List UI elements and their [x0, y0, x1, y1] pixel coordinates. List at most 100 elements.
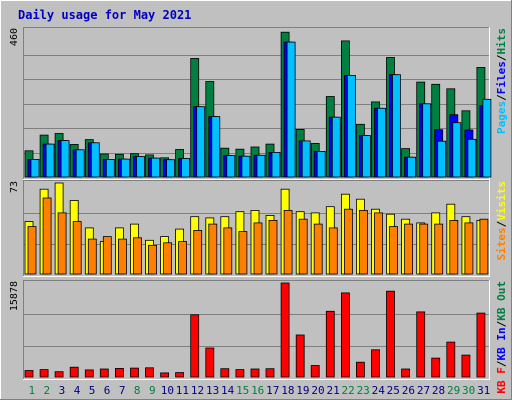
bar-kb-f-day-21 — [325, 310, 335, 378]
bar-kb-f-day-7 — [115, 367, 124, 378]
bar-kb-f-day-23 — [355, 361, 365, 378]
bar-sites-day-9 — [148, 244, 157, 275]
bar-sites-day-1 — [27, 226, 37, 275]
bar-sites-day-19 — [298, 218, 308, 275]
bar-pages-day-21 — [331, 116, 341, 178]
bar-pages-day-10 — [166, 159, 176, 178]
x-tick-label: 4 — [74, 384, 81, 397]
bar-pages-day-31 — [482, 98, 492, 178]
bar-kb-f-day-11 — [175, 372, 185, 378]
x-tick-label: 29 — [447, 384, 460, 397]
x-tick-label: 10 — [161, 384, 174, 397]
bar-sites-day-28 — [434, 223, 444, 275]
bar-kb-f-day-13 — [205, 347, 215, 378]
legend-entry: / — [495, 94, 508, 101]
bar-kb-f-day-3 — [54, 371, 64, 378]
bar-pages-day-22 — [346, 75, 356, 178]
x-tick-label: 5 — [89, 384, 96, 397]
x-tick-label: 27 — [417, 384, 430, 397]
x-tick-label: 17 — [266, 384, 279, 397]
y-max-label: 73 — [9, 181, 20, 193]
bar-pages-day-17 — [271, 151, 281, 178]
legend-entry: Files — [495, 61, 508, 94]
bar-sites-day-16 — [253, 222, 263, 275]
x-tick-label: 8 — [134, 384, 141, 397]
bar-pages-day-24 — [377, 107, 386, 178]
legend-entry: KB F — [495, 367, 508, 394]
bar-sites-day-21 — [328, 227, 338, 275]
bar-pages-day-20 — [316, 150, 326, 178]
x-tick-label: 13 — [206, 384, 219, 397]
bar-kb-f-day-19 — [295, 334, 305, 378]
legend-entry: Hits — [495, 28, 508, 55]
bar-pages-day-13 — [211, 116, 221, 178]
x-tick-label: 15 — [236, 384, 249, 397]
bar-pages-day-9 — [151, 157, 160, 178]
bar-pages-day-11 — [181, 158, 191, 178]
bar-pages-day-6 — [105, 158, 115, 178]
bar-pages-day-19 — [301, 140, 311, 178]
bar-sites-day-13 — [208, 223, 218, 275]
x-tick-label: 1 — [28, 384, 35, 397]
bar-pages-day-26 — [407, 156, 417, 178]
legend-entry: Sites — [495, 227, 508, 260]
bar-pages-day-2 — [45, 143, 55, 178]
bar-sites-day-30 — [464, 222, 474, 275]
bar-kb-f-day-16 — [250, 368, 260, 378]
bar-kb-f-day-18 — [280, 282, 290, 378]
x-tick-label: 23 — [357, 384, 370, 397]
bar-sites-day-31 — [479, 218, 489, 275]
x-tick-label: 11 — [176, 384, 189, 397]
legend: Sites/Visits — [495, 181, 508, 261]
bar-kb-f-day-8 — [130, 367, 139, 378]
chart-title: Daily usage for May 2021 — [18, 8, 191, 22]
x-tick-label: 30 — [462, 384, 475, 397]
x-tick-label: 12 — [191, 384, 204, 397]
x-tick-label: 16 — [251, 384, 264, 397]
bar-sites-day-17 — [268, 219, 278, 275]
bar-sites-day-11 — [178, 241, 188, 275]
bar-kb-f-day-20 — [310, 365, 320, 378]
bar-kb-f-day-1 — [24, 370, 34, 378]
legend-entry: / — [495, 54, 508, 61]
bar-sites-day-2 — [42, 197, 52, 275]
bar-kb-f-day-10 — [160, 372, 170, 378]
bar-kb-f-day-4 — [69, 366, 79, 378]
bar-sites-day-23 — [358, 209, 368, 275]
bar-sites-day-29 — [449, 219, 459, 275]
bar-pages-day-18 — [286, 41, 296, 178]
legend-entry: / — [495, 220, 508, 227]
x-tick-label: 18 — [281, 384, 294, 397]
legend-entry: Visits — [495, 181, 508, 221]
bar-pages-day-25 — [392, 74, 401, 178]
x-tick-label: 2 — [43, 384, 50, 397]
bar-kb-f-day-12 — [190, 314, 200, 378]
bar-sites-day-5 — [87, 238, 97, 275]
bar-sites-day-20 — [313, 223, 323, 275]
bar-kb-f-day-26 — [401, 368, 411, 378]
bar-sites-day-22 — [343, 208, 353, 275]
bar-pages-day-14 — [226, 155, 236, 178]
y-max-label: 15878 — [9, 281, 20, 311]
x-tick-label: 6 — [104, 384, 111, 397]
bar-sites-day-15 — [238, 231, 248, 275]
bar-pages-day-12 — [196, 106, 206, 178]
x-tick-label: 22 — [341, 384, 354, 397]
bar-pages-day-7 — [121, 158, 130, 178]
bar-kb-f-day-28 — [431, 357, 441, 378]
x-tick-label: 7 — [119, 384, 126, 397]
legend-entry: / — [495, 360, 508, 367]
x-tick-label: 21 — [326, 384, 339, 397]
bar-kb-f-day-27 — [416, 311, 426, 378]
x-tick-label: 3 — [59, 384, 66, 397]
legend-entry: KB In — [495, 327, 508, 360]
legend-entry: / — [495, 320, 508, 327]
bar-kb-f-day-6 — [99, 368, 109, 378]
bar-kb-f-day-24 — [371, 349, 380, 378]
legend: Pages/Files/Hits — [495, 28, 508, 134]
x-tick-label: 26 — [402, 384, 415, 397]
bar-sites-day-7 — [118, 238, 127, 275]
